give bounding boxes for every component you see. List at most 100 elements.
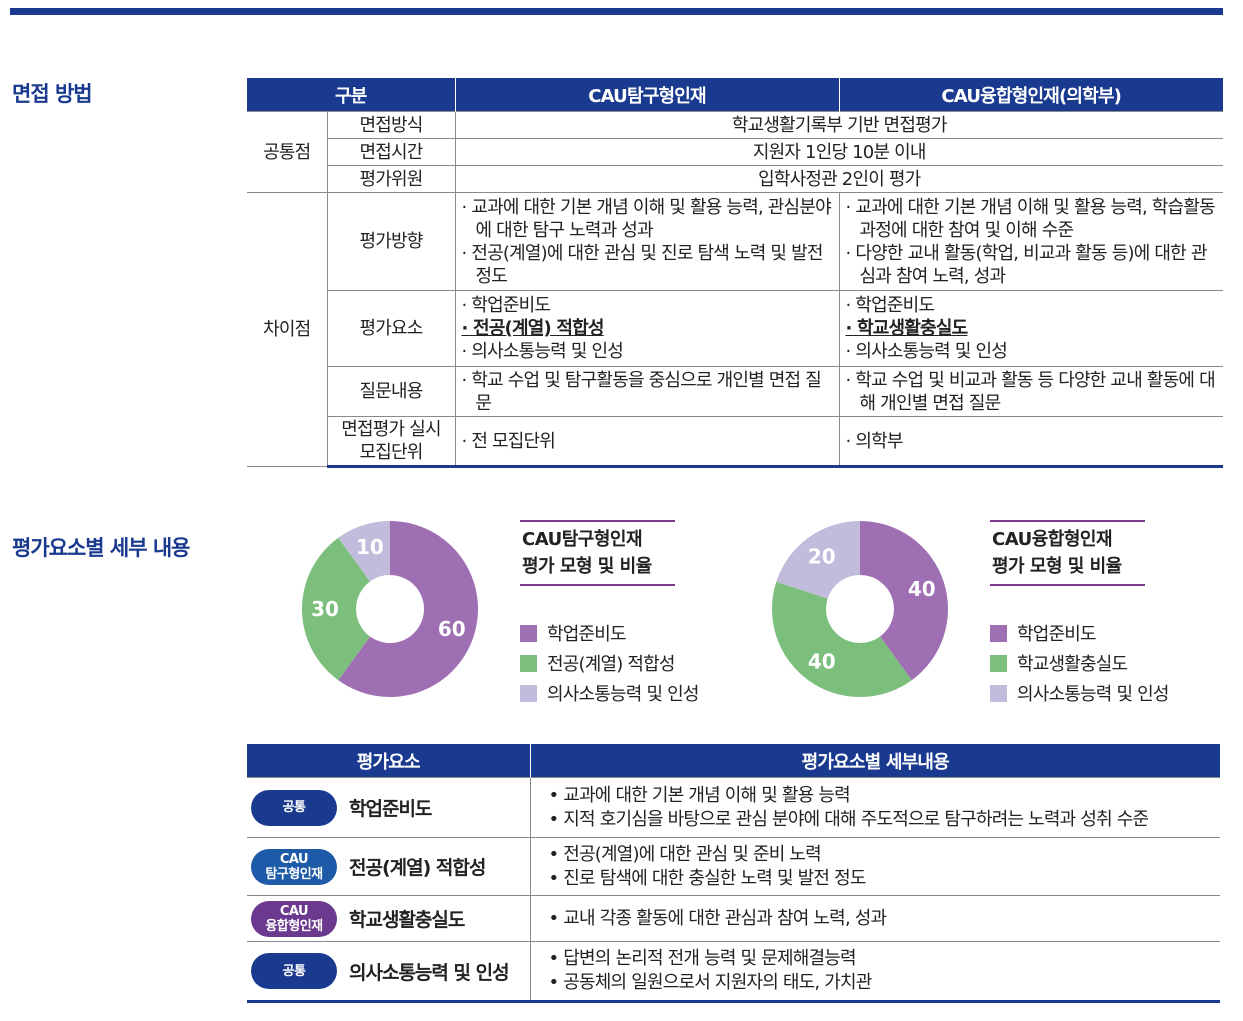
donut-slice [772, 581, 912, 697]
title-rule [520, 584, 675, 586]
chart-title-line: CAU탐구형인재 [522, 529, 643, 550]
element-cell: 공통 의사소통능력 및 인성 [247, 941, 530, 1003]
header-cau-convergence: CAU융합형인재(의학부) [838, 78, 1223, 112]
bullet-text: 다양한 교내 활동(학업, 비교과 활동 등)에 대한 관심과 참여 노력, 성… [846, 242, 1218, 288]
detail-item: 진로 탐색에 대한 충실한 노력 및 발전 정도 [549, 867, 1221, 891]
row-value: 학교생활기록부 기반 면접평가 [454, 111, 1223, 139]
bullet-text: 교과에 대한 기본 개념 이해 및 활용 능력, 관심분야에 대한 탐구 노력과… [462, 196, 833, 242]
elements-convergence: 학업준비도 학교생활충실도 의사소통능력 및 인성 [838, 290, 1223, 367]
title-rule [990, 584, 1145, 586]
slice-value-label: 10 [356, 535, 384, 559]
legend-swatch [520, 624, 537, 642]
donut-chart-convergence: 40 40 20 [772, 521, 948, 697]
badge-common: 공통 [251, 953, 337, 989]
bullet-text-emphasis: 학교생활충실도 [846, 317, 1218, 340]
bullet-text: 학업준비도 [462, 294, 833, 317]
row-label: 면접시간 [327, 138, 456, 166]
detail-item: 교내 각종 활동에 대한 관심과 참여 노력, 성과 [549, 907, 1221, 931]
donut-slice [302, 537, 371, 681]
row-label: 질문내용 [327, 366, 456, 417]
badge-line: CAU [279, 851, 309, 867]
element-name: 학업준비도 [349, 798, 432, 820]
header-category: 구분 [247, 78, 455, 112]
questions-convergence: 학교 수업 및 비교과 활동 등 다양한 교내 활동에 대해 개인별 면접 질문 [838, 366, 1223, 417]
row-label: 평가방향 [326, 192, 456, 291]
detail-item: 지적 호기심을 바탕으로 관심 분야에 대해 주도적으로 탐구하려는 노력과 성… [549, 808, 1221, 832]
chart-title-inquiry: CAU탐구형인재 평가 모형 및 비율 [520, 520, 675, 586]
legend-label: 학업준비도 [547, 624, 627, 645]
legend-item: 의사소통능력 및 인성 [990, 678, 1169, 708]
bullet-text: 학업준비도 [846, 294, 1218, 317]
badge-line: 탐구형인재 [265, 866, 323, 882]
bullet-text-emphasis: 전공(계열) 적합성 [462, 317, 833, 340]
header-element: 평가요소 [247, 744, 530, 778]
row-value: 입학사정관 2인이 평가 [454, 165, 1223, 193]
legend-item: 학업준비도 [990, 618, 1169, 648]
direction-inquiry: 교과에 대한 기본 개념 이해 및 활용 능력, 관심분야에 대한 탐구 노력과… [454, 192, 840, 291]
interview-method-table: 구분 CAU탐구형인재 CAU융합형인재(의학부) 공통점 면접방식 학교생활기… [247, 78, 1223, 468]
element-cell: CAU 융합형인재 학교생활충실도 [247, 895, 530, 942]
detail-item: 전공(계열)에 대한 관심 및 준비 노력 [549, 843, 1221, 867]
badge-line: 공통 [282, 800, 306, 815]
slice-value-label: 30 [311, 597, 339, 621]
donut-slice [338, 521, 390, 582]
group-common: 공통점 [247, 111, 328, 193]
legend-item: 학업준비도 [520, 618, 699, 648]
element-name: 학교생활충실도 [349, 909, 465, 931]
detail-cell: 교내 각종 활동에 대한 관심과 참여 노력, 성과 [529, 895, 1221, 942]
badge-common: 공통 [251, 789, 337, 826]
legend-label: 학업준비도 [1017, 624, 1097, 645]
section-title-interview-method: 면접 방법 [12, 82, 93, 106]
donut-slice [338, 521, 478, 697]
legend-convergence: 학업준비도 학교생활충실도 의사소통능력 및 인성 [990, 618, 1169, 708]
badge-cau-inquiry: CAU 탐구형인재 [251, 848, 337, 885]
chart-title-line: 평가 모형 및 비율 [522, 556, 652, 577]
legend-swatch [990, 684, 1007, 702]
detail-cell: 답변의 논리적 전개 능력 및 문제해결능력 공동체의 일원으로서 지원자의 태… [529, 941, 1220, 1003]
questions-inquiry: 학교 수업 및 탐구활동을 중심으로 개인별 면접 질문 [454, 366, 840, 417]
detail-item: 교과에 대한 기본 개념 이해 및 활용 능력 [549, 784, 1221, 808]
bullet-text: 의사소통능력 및 인성 [846, 340, 1218, 363]
badge-line: 융합형인재 [265, 918, 323, 934]
bullet-text: 전 모집단위 [462, 430, 833, 453]
legend-item: 의사소통능력 및 인성 [520, 678, 699, 708]
donut-chart-inquiry: 60 30 10 [302, 521, 478, 697]
top-rule [10, 8, 1223, 15]
header-detail: 평가요소별 세부내용 [529, 744, 1220, 778]
element-name: 전공(계열) 적합성 [349, 857, 486, 879]
legend-swatch [990, 654, 1007, 672]
row-label: 평가위원 [327, 165, 456, 193]
units-convergence: 의학부 [838, 416, 1223, 468]
detail-cell: 교과에 대한 기본 개념 이해 및 활용 능력 지적 호기심을 바탕으로 관심 … [529, 777, 1221, 838]
evaluation-detail-table: 평가요소 평가요소별 세부내용 공통 학업준비도 교과에 대한 기본 개념 이해… [247, 744, 1220, 1003]
bullet-text: 의사소통능력 및 인성 [462, 340, 833, 363]
slice-value-label: 60 [438, 617, 466, 641]
slice-value-label: 40 [908, 577, 936, 601]
legend-label: 전공(계열) 적합성 [547, 654, 675, 675]
donut-slice [860, 521, 948, 681]
section-title-evaluation-details: 평가요소별 세부 내용 [12, 536, 191, 560]
group-differences: 차이점 [247, 192, 328, 467]
detail-cell: 전공(계열)에 대한 관심 및 준비 노력 진로 탐색에 대한 충실한 노력 및… [529, 837, 1221, 896]
slice-value-label: 20 [808, 544, 836, 568]
donut-slice [776, 521, 860, 599]
legend-item: 학교생활충실도 [990, 648, 1169, 678]
legend-inquiry: 학업준비도 전공(계열) 적합성 의사소통능력 및 인성 [520, 618, 699, 708]
direction-convergence: 교과에 대한 기본 개념 이해 및 활용 능력, 학습활동 과정에 대한 참여 … [838, 192, 1223, 291]
chart-title-convergence: CAU융합형인재 평가 모형 및 비율 [990, 520, 1145, 586]
legend-item: 전공(계열) 적합성 [520, 648, 699, 678]
row-label-line: 면접평가 실시 [341, 419, 441, 440]
bullet-text: 의학부 [846, 430, 1218, 453]
legend-label: 의사소통능력 및 인성 [1017, 684, 1169, 705]
badge-line: CAU [279, 903, 309, 919]
bullet-text: 학교 수업 및 비교과 활동 등 다양한 교내 활동에 대해 개인별 면접 질문 [846, 369, 1218, 415]
legend-label: 학교생활충실도 [1017, 654, 1128, 675]
header-cau-inquiry: CAU탐구형인재 [454, 78, 839, 112]
chart-title-line: CAU융합형인재 [992, 529, 1113, 550]
row-label: 평가요소 [327, 290, 456, 367]
legend-label: 의사소통능력 및 인성 [547, 684, 699, 705]
title-rule [990, 520, 1145, 522]
row-label: 면접평가 실시 모집단위 [327, 416, 456, 468]
row-label-line: 모집단위 [359, 442, 423, 463]
legend-swatch [990, 624, 1007, 642]
